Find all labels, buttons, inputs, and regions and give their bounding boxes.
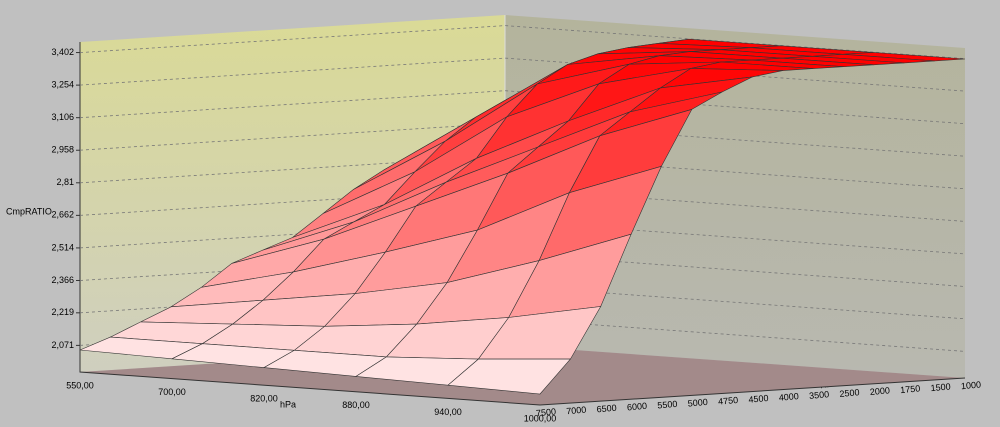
y-tick-label: 2500 bbox=[839, 387, 860, 399]
x-tick-label: 880,00 bbox=[342, 400, 370, 410]
z-tick-label: 2,662 bbox=[51, 210, 74, 220]
grid-line bbox=[79, 253, 966, 287]
x-tick-label: 550,00 bbox=[66, 380, 94, 390]
x-axis-label: hPa bbox=[280, 399, 296, 409]
z-tick-label: 2,958 bbox=[51, 145, 74, 155]
z-tick-label: 2,514 bbox=[51, 242, 74, 252]
z-tick-label: 3,106 bbox=[51, 112, 74, 122]
y-tick-label: 4750 bbox=[718, 395, 739, 407]
grid-line bbox=[79, 317, 966, 352]
z-tick-label: 3,254 bbox=[51, 79, 74, 89]
x-tick-label: 700,00 bbox=[158, 387, 186, 397]
y-tick-label: 5000 bbox=[687, 397, 708, 409]
y-tick-label: 7000 bbox=[566, 405, 587, 417]
y-tick-label: 6500 bbox=[596, 403, 617, 415]
grid-line bbox=[79, 220, 966, 255]
surface-patch bbox=[447, 358, 572, 395]
z-tick-label: 2,366 bbox=[51, 275, 74, 285]
grid-line bbox=[79, 25, 966, 59]
grid-line bbox=[79, 122, 966, 157]
y-tick-label: 2000 bbox=[869, 385, 890, 397]
x-tick-label: 940,00 bbox=[434, 407, 462, 417]
y-tick-label: 1000 bbox=[961, 380, 982, 392]
grid-line bbox=[79, 90, 966, 125]
z-tick-label: 2,81 bbox=[56, 177, 74, 187]
y-tick-label: 1750 bbox=[900, 383, 921, 395]
z-tick-label: 2,219 bbox=[51, 307, 74, 317]
z-tick-label: 2,071 bbox=[51, 340, 74, 350]
grid-line bbox=[79, 57, 966, 92]
y-tick-label: 4000 bbox=[778, 391, 799, 403]
grid-line bbox=[79, 155, 966, 190]
z-axis-label: CmpRATIO bbox=[6, 206, 52, 216]
grid-line bbox=[79, 187, 966, 222]
y-tick-label: 1500 bbox=[930, 381, 951, 393]
y-tick-label: 4500 bbox=[748, 393, 769, 405]
x-tick-label: 820,00 bbox=[250, 394, 278, 404]
y-tick-label: 6000 bbox=[627, 401, 648, 413]
y-tick-label: 5500 bbox=[657, 399, 678, 411]
y-tick-label: 7500 bbox=[536, 407, 557, 419]
y-tick-label: 3500 bbox=[809, 389, 830, 401]
axis-frame bbox=[79, 42, 966, 406]
x-tick-label: 1000,00 bbox=[524, 413, 557, 423]
z-tick-label: 3,402 bbox=[51, 47, 74, 57]
grid-line bbox=[79, 285, 966, 320]
